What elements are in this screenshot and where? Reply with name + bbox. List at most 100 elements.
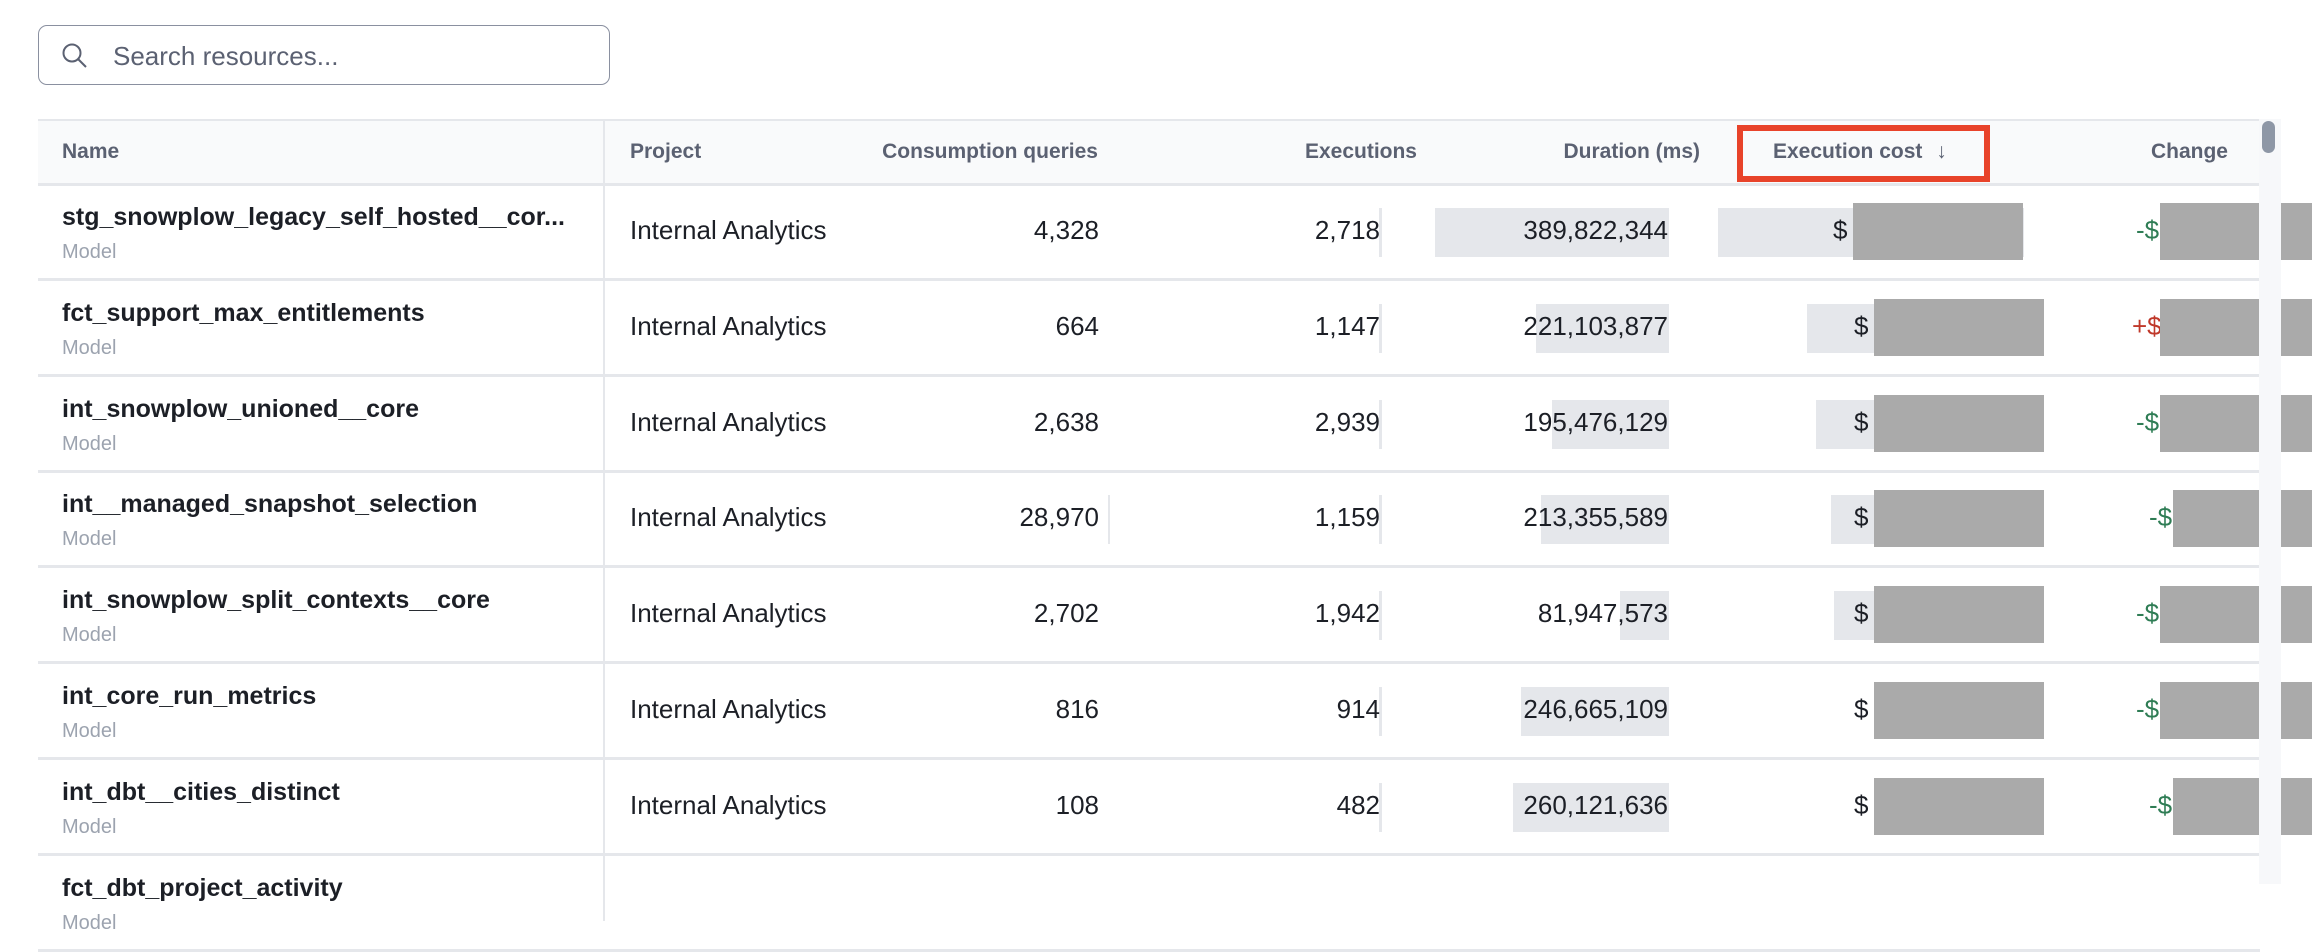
table-row[interactable]: int_snowplow_unioned__core Model Internal … xyxy=(38,377,2312,473)
executions-bar xyxy=(1379,495,1382,545)
column-header-executions[interactable]: Executions xyxy=(1304,140,1417,163)
executions-cell: 1,942 xyxy=(1314,598,1380,629)
executions-cell: 1,159 xyxy=(1314,502,1380,533)
executions-bar xyxy=(1379,303,1382,353)
table-row[interactable]: int_snowplow_split_contexts__core Model In… xyxy=(38,568,2312,665)
search-input[interactable] xyxy=(111,36,595,76)
table-row[interactable]: fct_support_max_entitlements Model Interna… xyxy=(38,281,2312,377)
redacted-execution-cost xyxy=(1874,586,2044,644)
redacted-change xyxy=(2173,777,2312,835)
resources-table: Name Project Consumption queries Executi… xyxy=(38,119,2312,952)
consumption-queries-cell: 2,638 xyxy=(1033,406,1099,437)
executions-bar xyxy=(1379,591,1382,641)
table-header: Name Project Consumption queries Executi… xyxy=(38,121,2260,186)
column-header-change[interactable]: Change xyxy=(2150,140,2228,163)
consumption-queries-cell: 4,328 xyxy=(1033,215,1099,245)
execution-cost-cell: $ xyxy=(1854,502,1869,533)
execution-cost-cell: $ xyxy=(1854,789,1869,820)
consumption-queries-cell: 664 xyxy=(1055,310,1099,341)
column-header-consumption-queries[interactable]: Consumption queries xyxy=(882,140,1098,163)
consumption-bar xyxy=(1108,495,1110,545)
resource-name[interactable]: fct_dbt_project_activity xyxy=(62,873,343,902)
executions-bar xyxy=(1379,687,1382,736)
change-cell: +$ xyxy=(2132,310,2162,341)
consumption-queries-cell: 2,702 xyxy=(1033,598,1099,629)
redacted-change xyxy=(2173,490,2312,548)
table-row[interactable]: stg_snowplow_legacy_self_hosted__cor... M… xyxy=(38,185,2312,281)
project-cell: Internal Analytics xyxy=(630,502,827,533)
resource-name[interactable]: stg_snowplow_legacy_self_hosted__cor... xyxy=(62,203,565,231)
executions-cell: 914 xyxy=(1336,694,1380,724)
resource-type: Model xyxy=(62,815,117,838)
executions-bar xyxy=(1379,399,1382,449)
project-cell: Internal Analytics xyxy=(630,789,827,820)
project-cell: Internal Analytics xyxy=(630,406,827,437)
table-row[interactable]: fct_dbt_project_activity Model xyxy=(38,856,2260,952)
consumption-queries-cell: 816 xyxy=(1055,694,1099,724)
executions-cell: 2,718 xyxy=(1314,215,1380,245)
executions-cell: 482 xyxy=(1336,789,1380,820)
table-row[interactable]: int_core_run_metrics Model Internal Analyt… xyxy=(38,664,2312,760)
duration-bar xyxy=(1520,687,1669,736)
duration-cell: 81,947,573 xyxy=(1537,598,1668,629)
column-divider xyxy=(603,121,605,921)
duration-cell: 221,103,877 xyxy=(1523,310,1668,341)
consumption-queries-cell: 28,970 xyxy=(1019,502,1099,533)
change-cell: -$ xyxy=(2136,598,2160,629)
column-header-project[interactable]: Project xyxy=(630,140,702,163)
execution-cost-cell: $ xyxy=(1854,310,1869,341)
resource-name[interactable]: int_core_run_metrics xyxy=(62,682,317,710)
search-box[interactable] xyxy=(38,25,610,85)
project-cell: Internal Analytics xyxy=(630,694,827,724)
change-cell: -$ xyxy=(2136,406,2160,437)
sort-descending-icon: ↓ xyxy=(1936,140,1947,163)
resource-name[interactable]: int_dbt__cities_distinct xyxy=(62,777,340,806)
table-row[interactable]: int_dbt__cities_distinct Model Internal An… xyxy=(38,760,2312,856)
project-cell: Internal Analytics xyxy=(630,598,827,629)
duration-cell: 195,476,129 xyxy=(1523,406,1668,437)
resource-type: Model xyxy=(62,720,117,742)
execution-cost-cell: $ xyxy=(1854,598,1869,629)
executions-cell: 1,147 xyxy=(1314,310,1380,341)
duration-bar xyxy=(1619,591,1669,641)
duration-bar xyxy=(1512,782,1669,832)
redacted-change xyxy=(2160,586,2312,644)
executions-bar xyxy=(1379,208,1382,257)
duration-bar xyxy=(1435,208,1669,257)
redacted-execution-cost xyxy=(1853,203,2023,260)
execution-cost-cell: $ xyxy=(1854,406,1869,437)
redacted-change xyxy=(2160,298,2312,356)
executions-cell: 2,939 xyxy=(1314,406,1380,437)
change-cell: -$ xyxy=(2136,215,2160,245)
resource-type: Model xyxy=(62,432,117,455)
highlight-box xyxy=(1737,125,1990,182)
resource-name[interactable]: fct_support_max_entitlements xyxy=(62,298,425,327)
table-row[interactable]: int__managed_snapshot_selection Model Inte… xyxy=(38,472,2312,569)
redacted-execution-cost xyxy=(1874,298,2044,356)
redacted-change xyxy=(2160,394,2312,452)
resource-type: Model xyxy=(62,241,117,263)
column-header-duration[interactable]: Duration (ms) xyxy=(1563,140,1701,163)
column-header-name[interactable]: Name xyxy=(62,140,120,163)
change-cell: -$ xyxy=(2149,502,2173,533)
project-cell: Internal Analytics xyxy=(630,215,827,245)
duration-bar xyxy=(1551,399,1669,449)
resource-type: Model xyxy=(62,911,117,934)
scrollbar-track[interactable] xyxy=(2259,119,2281,884)
duration-bar xyxy=(1536,303,1669,353)
executions-bar xyxy=(1379,782,1382,832)
scrollbar-thumb[interactable] xyxy=(2262,121,2275,153)
resource-type: Model xyxy=(62,528,117,551)
column-header-execution-cost[interactable]: Execution cost ↓ xyxy=(1773,121,1947,183)
execution-cost-cell: $ xyxy=(1854,694,1869,724)
resource-name[interactable]: int_snowplow_unioned__core xyxy=(62,394,419,423)
execution-cost-label: Execution cost xyxy=(1773,140,1923,163)
consumption-queries-cell: 108 xyxy=(1055,789,1099,820)
redacted-change xyxy=(2160,682,2312,739)
duration-bar xyxy=(1540,495,1669,545)
duration-cell: 260,121,636 xyxy=(1523,789,1668,820)
resource-name[interactable]: int__managed_snapshot_selection xyxy=(62,490,478,519)
resource-type: Model xyxy=(62,624,117,647)
resource-name[interactable]: int_snowplow_split_contexts__core xyxy=(62,586,490,615)
redacted-execution-cost xyxy=(1874,394,2044,452)
